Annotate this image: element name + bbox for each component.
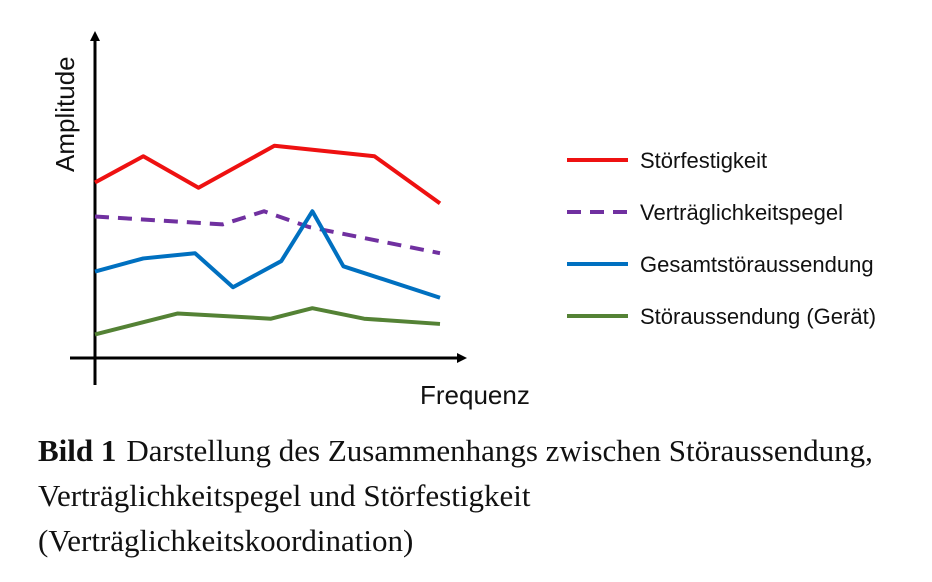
series-layer	[94, 143, 442, 337]
caption-text: Darstellung des Zusammenhangs zwischen S…	[38, 433, 873, 558]
legend-label-3: Gesamtstöraussendung	[640, 252, 874, 277]
legend-label-4: Störaussendung (Gerät)	[640, 304, 876, 329]
series-2-line	[94, 209, 441, 256]
caption-label: Bild 1	[38, 433, 117, 468]
figure-caption: Bild 1 Darstellung des Zusammenhangs zwis…	[38, 428, 910, 563]
series-3-line	[94, 209, 441, 300]
x-axis-label: Frequenz	[420, 380, 530, 410]
emc-chart: Amplitude Frequenz Störfestigkeit Verträg…	[50, 31, 876, 410]
legend-label-2: Verträglichkeitspegel	[640, 200, 843, 225]
y-axis-label: Amplitude	[50, 56, 80, 172]
series-1-line	[94, 143, 442, 206]
legend-label-1: Störfestigkeit	[640, 148, 767, 173]
series-4-line	[94, 306, 441, 337]
legend: Störfestigkeit Verträglichkeitspegel Gesam…	[567, 148, 876, 329]
